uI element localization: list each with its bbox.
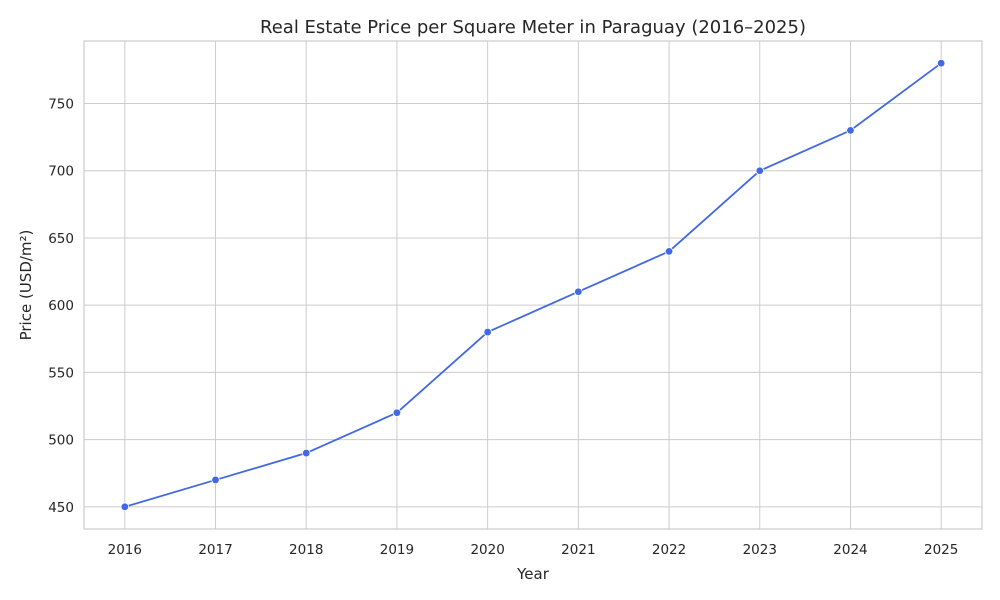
chart-title: Real Estate Price per Square Meter in Pa… bbox=[260, 17, 806, 38]
y-tick-label: 450 bbox=[48, 500, 74, 516]
data-point bbox=[574, 287, 583, 296]
data-point bbox=[936, 58, 946, 68]
y-tick-labels: 450 500 550 600 650 700 750 bbox=[48, 97, 74, 516]
x-tick-labels: 2016 2017 2018 2019 2020 2021 2022 2023 2024 2025 bbox=[108, 542, 959, 558]
data-point bbox=[211, 475, 220, 485]
y-tick-label: 750 bbox=[48, 97, 74, 113]
grid-lines bbox=[84, 41, 982, 529]
x-axis-label: Year bbox=[516, 565, 550, 583]
x-tick-label: 2023 bbox=[743, 542, 777, 558]
data-point bbox=[392, 408, 402, 417]
y-axis-label: Price (USD/m²) bbox=[17, 230, 35, 341]
data-point bbox=[755, 166, 764, 175]
plot-frame bbox=[83, 40, 983, 530]
data-point bbox=[846, 126, 855, 135]
x-tick-label: 2017 bbox=[198, 542, 232, 558]
x-tick-label: 2019 bbox=[380, 542, 414, 558]
y-tick-label: 550 bbox=[48, 365, 74, 381]
x-tick-label: 2022 bbox=[652, 542, 686, 558]
x-tick-label: 2024 bbox=[833, 542, 867, 558]
x-tick-label: 2016 bbox=[108, 542, 142, 558]
x-tick-label: 2018 bbox=[289, 542, 323, 558]
x-tick-label: 2021 bbox=[561, 542, 595, 558]
y-tick-label: 700 bbox=[48, 164, 74, 180]
data-point bbox=[302, 448, 311, 458]
data-point bbox=[483, 327, 492, 337]
data-point bbox=[664, 247, 674, 256]
x-tick-label: 2025 bbox=[924, 542, 958, 558]
y-tick-label: 500 bbox=[48, 433, 74, 449]
y-tick-label: 650 bbox=[48, 231, 74, 247]
x-tick-label: 2020 bbox=[470, 542, 504, 558]
series-layer bbox=[120, 58, 946, 512]
y-tick-label: 600 bbox=[48, 298, 74, 314]
data-point bbox=[120, 502, 130, 512]
series-line bbox=[124, 62, 942, 508]
